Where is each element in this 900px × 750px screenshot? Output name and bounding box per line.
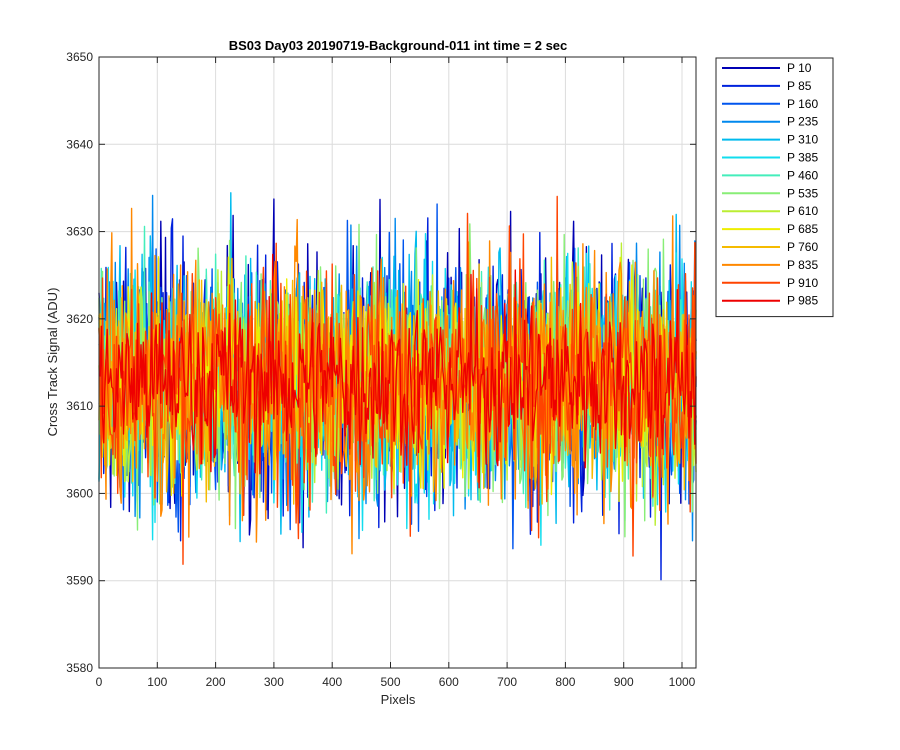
- x-tick-label: 500: [380, 675, 400, 689]
- y-tick-label: 3650: [66, 50, 93, 64]
- legend-entry-label: P 685: [787, 222, 818, 236]
- legend: P 10 P 85 P 160 P 235 P 310 P 385 P 460 P 535 P …: [715, 57, 834, 318]
- y-tick-label: 3630: [66, 225, 93, 239]
- x-tick-label: 600: [439, 675, 459, 689]
- legend-entry-label: P 310: [787, 133, 818, 147]
- series-lines: [98, 192, 697, 581]
- series-line-p985: [98, 253, 697, 489]
- legend-box: [715, 57, 834, 318]
- legend-entry-label: P 85: [787, 79, 812, 93]
- y-tick-label: 3640: [66, 137, 93, 151]
- legend-entry-label: P 985: [787, 294, 818, 308]
- legend-entry-label: P 10: [787, 61, 812, 75]
- x-tick-label: 0: [96, 675, 103, 689]
- x-axis-label: Pixels: [381, 692, 416, 707]
- x-tick-label: 100: [147, 675, 167, 689]
- legend-entry-label: P 160: [787, 97, 818, 111]
- x-tick-label: 1000: [669, 675, 696, 689]
- x-tick-label: 900: [614, 675, 634, 689]
- x-tick-label: 800: [555, 675, 575, 689]
- y-tick-label: 3600: [66, 486, 93, 500]
- axes-box: [98, 56, 697, 669]
- x-tick-label: 300: [264, 675, 284, 689]
- legend-entry-label: P 385: [787, 151, 818, 165]
- y-tick-label: 3580: [66, 661, 93, 675]
- series-line-p910: [98, 195, 697, 565]
- y-tick-label: 3590: [66, 574, 93, 588]
- chart-title: BS03 Day03 20190719-Background-011 int t…: [229, 38, 568, 53]
- legend-entry-label: P 460: [787, 168, 818, 182]
- x-tick-label: 700: [497, 675, 517, 689]
- x-tick-label: 200: [206, 675, 226, 689]
- y-axis-label: Cross Track Signal (ADU): [45, 288, 60, 437]
- legend-entry-label: P 835: [787, 258, 818, 272]
- legend-entry-label: P 610: [787, 204, 818, 218]
- legend-entry-label: P 235: [787, 115, 818, 129]
- x-tick-label: 400: [322, 675, 342, 689]
- y-axis-ticks: 3580 3590 3600 3610 3620 3630 3640 3650: [66, 50, 696, 675]
- y-tick-label: 3610: [66, 399, 93, 413]
- legend-entry-label: P 760: [787, 240, 818, 254]
- legend-entry-label: P 535: [787, 186, 818, 200]
- x-axis-ticks: 0 100 200 300 400 500 600 700 800 900 1000: [96, 57, 696, 689]
- legend-entry-label: P 910: [787, 276, 818, 290]
- y-tick-label: 3620: [66, 312, 93, 326]
